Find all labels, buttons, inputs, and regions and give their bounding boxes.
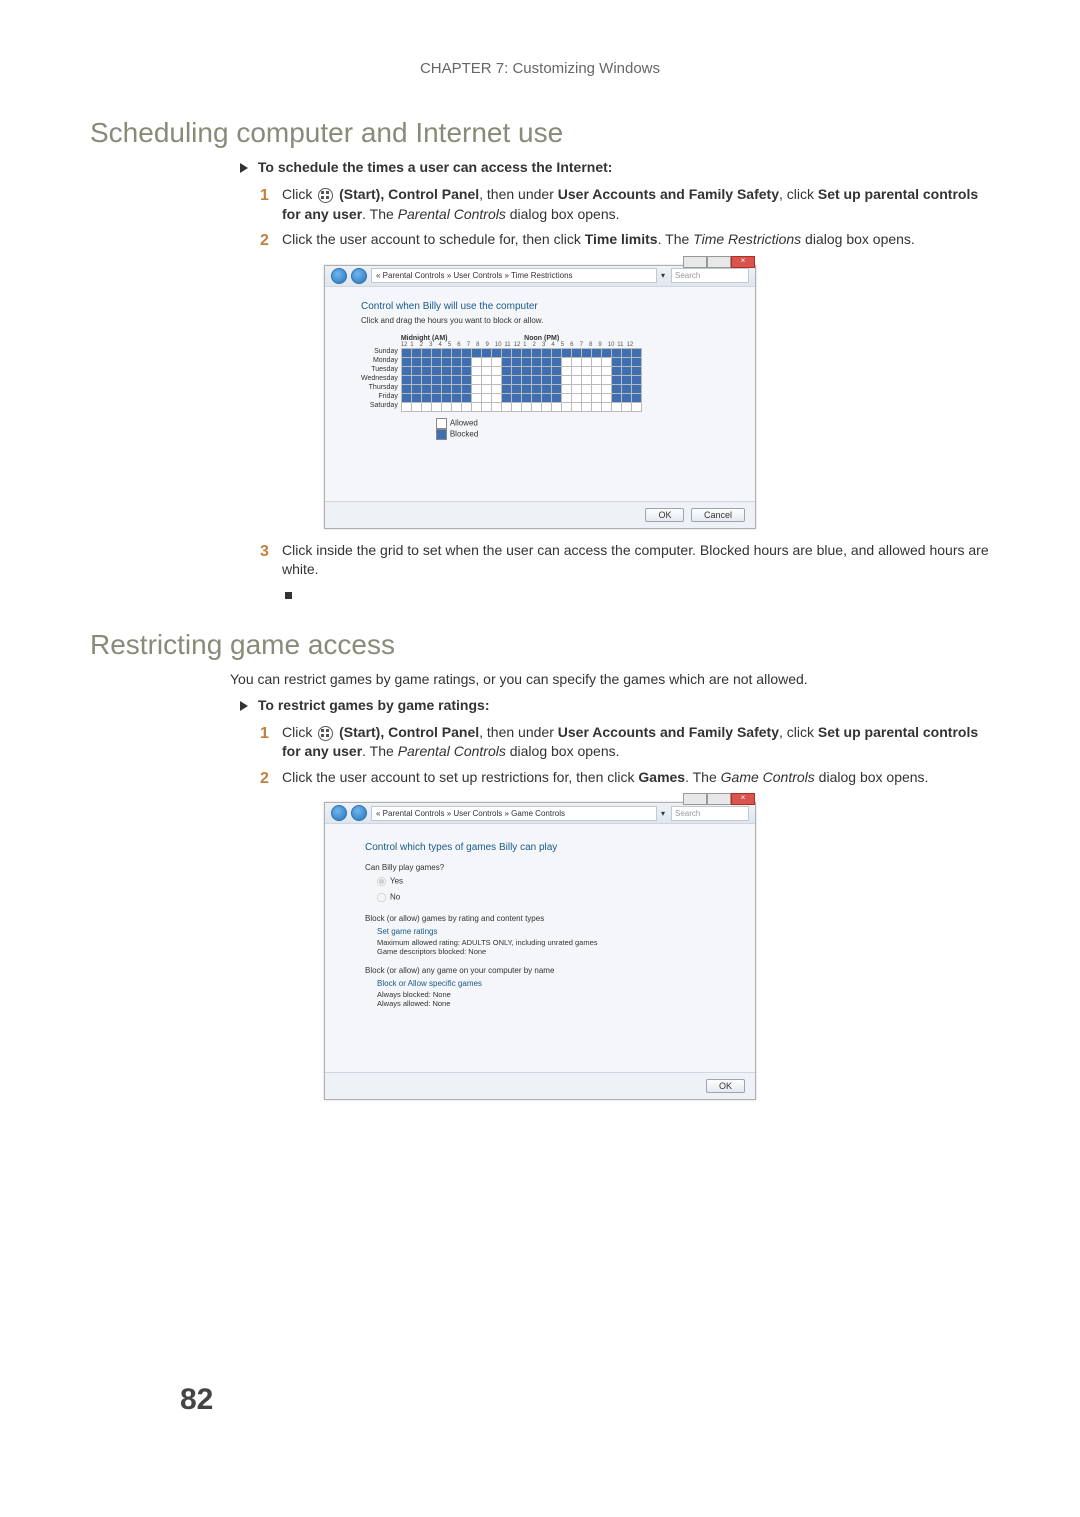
maximize-icon	[707, 256, 731, 268]
arrow-icon	[240, 701, 248, 711]
step2-body: Click the user account to schedule for, …	[282, 230, 990, 252]
sec2-label: Block (or allow) games by rating and con…	[365, 914, 725, 923]
forward-icon	[351, 805, 367, 821]
back-icon	[331, 268, 347, 284]
arrow-icon	[240, 163, 248, 173]
detail-text: Always allowed: None	[377, 999, 725, 1008]
legend: Allowed Blocked	[436, 418, 642, 440]
block-specific-link: Block or Allow specific games	[377, 979, 725, 988]
set-ratings-link: Set game ratings	[377, 927, 725, 936]
maximize-icon	[707, 793, 731, 805]
chapter-header: CHAPTER 7: Customizing Windows	[90, 60, 990, 77]
minimize-icon	[683, 793, 707, 805]
search-input: Search	[671, 806, 749, 821]
step-number: 1	[260, 723, 282, 762]
minimize-icon	[683, 256, 707, 268]
back-icon	[331, 805, 347, 821]
breadcrumb: « Parental Controls » User Controls » Ga…	[371, 806, 657, 821]
detail-text: Always blocked: None	[377, 990, 725, 999]
midnight-label: Midnight (AM)	[401, 335, 448, 342]
breadcrumb: « Parental Controls » User Controls » Ti…	[371, 268, 657, 283]
step-number: 1	[260, 185, 282, 224]
allowed-swatch	[436, 418, 447, 429]
windows-start-icon	[318, 726, 333, 741]
dialog-heading: Control which types of games Billy can p…	[365, 842, 725, 853]
task2-text: To restrict games by game ratings:	[258, 697, 490, 713]
radio-no: No	[375, 891, 725, 904]
step-number: 2	[260, 768, 282, 790]
dialog-heading: Control when Billy will use the computer	[361, 301, 733, 312]
task-heading-2: To restrict games by game ratings:	[240, 697, 990, 713]
forward-icon	[351, 268, 367, 284]
close-icon: ×	[731, 793, 755, 805]
day-labels: SundayMondayTuesdayWednesdayThursdayFrid…	[361, 347, 398, 440]
section-title-scheduling: Scheduling computer and Internet use	[90, 117, 990, 149]
s2-step2-body: Click the user account to set up restric…	[282, 768, 990, 790]
section-title-games: Restricting game access	[90, 629, 990, 661]
q1-label: Can Billy play games?	[365, 863, 725, 872]
task1-text: To schedule the times a user can access …	[258, 159, 613, 175]
noon-label: Noon (PM)	[524, 335, 559, 342]
time-restrictions-screenshot: × « Parental Controls » User Controls » …	[324, 265, 756, 529]
dialog-subtext: Click and drag the hours you want to blo…	[361, 316, 733, 325]
cancel-button: Cancel	[691, 508, 745, 522]
s2-step1-body: Click (Start), Control Panel, then under…	[282, 723, 990, 762]
blocked-swatch	[436, 429, 447, 440]
end-square-icon	[285, 592, 292, 599]
step1-body: Click (Start), Control Panel, then under…	[282, 185, 990, 224]
windows-start-icon	[318, 188, 333, 203]
step-number: 2	[260, 230, 282, 252]
step3-body: Click inside the grid to set when the us…	[282, 541, 990, 580]
ok-button: OK	[645, 508, 684, 522]
detail-text: Maximum allowed rating: ADULTS ONLY, inc…	[377, 938, 725, 947]
detail-text: Game descriptors blocked: None	[377, 947, 725, 956]
hour-numbers: 12123456789101112123456789101112	[401, 342, 636, 348]
step-number: 3	[260, 541, 282, 580]
time-grid	[401, 348, 642, 412]
ok-button: OK	[706, 1079, 745, 1093]
sec3-label: Block (or allow) any game on your comput…	[365, 966, 725, 975]
game-controls-screenshot: × « Parental Controls » User Controls » …	[324, 802, 756, 1100]
search-input: Search	[671, 268, 749, 283]
page-number: 82	[180, 1383, 213, 1417]
radio-yes: Yes	[375, 875, 725, 888]
close-icon: ×	[731, 256, 755, 268]
task-heading-1: To schedule the times a user can access …	[240, 159, 990, 175]
intro-text-2: You can restrict games by game ratings, …	[230, 671, 990, 687]
